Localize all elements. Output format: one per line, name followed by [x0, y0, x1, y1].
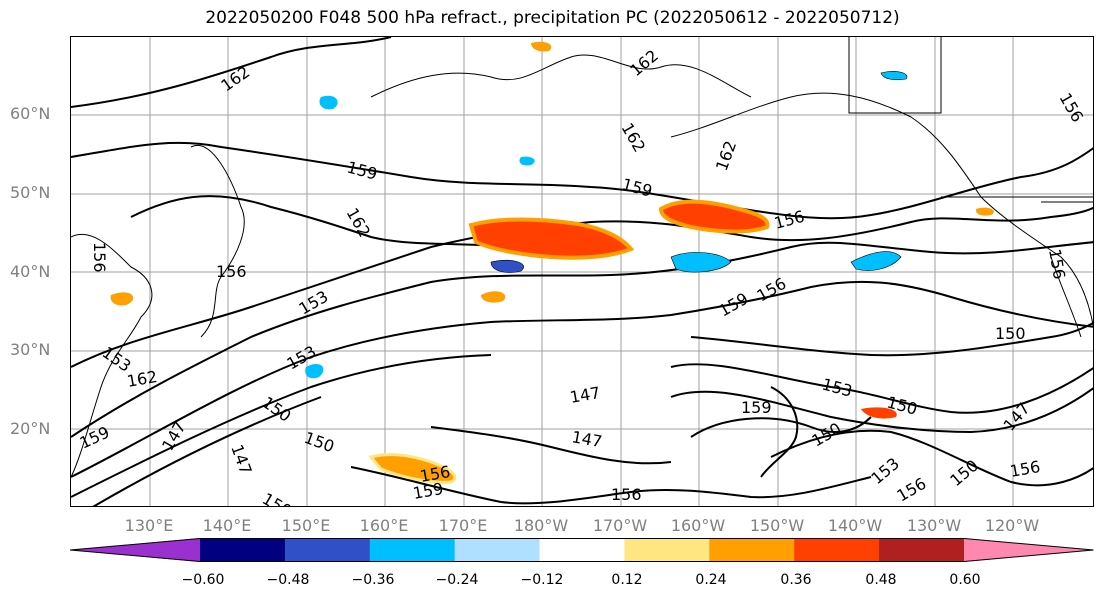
lat-label-20n: 20°N [10, 419, 51, 438]
contour-label: 162 [217, 62, 253, 95]
colorbar-tick-label: −0.48 [266, 572, 310, 588]
contour-label: 156 [90, 242, 109, 273]
colorbar-tick-label: 0.48 [865, 572, 897, 588]
colorbar-segment [539, 538, 625, 562]
colorbar-tick-label: −0.12 [520, 572, 564, 588]
colorbar-outline [70, 538, 1094, 562]
lon-label: 170°E [438, 516, 488, 535]
contour-label: 156 [1056, 90, 1088, 126]
colorbar-extend-low [70, 538, 200, 562]
colorbar-tick-label: −0.36 [351, 572, 395, 588]
lon-label: 180°W [513, 516, 569, 535]
coastlines [71, 37, 1093, 478]
colorbar-tick-label: 0.12 [611, 572, 643, 588]
lat-label-40n: 40°N [10, 262, 51, 281]
lon-label: 140°W [827, 516, 883, 535]
contour-label: 150 [995, 324, 1026, 343]
contour-label: 159 [345, 158, 379, 184]
map-svg [71, 37, 1093, 506]
contour-label: 159 [411, 479, 444, 503]
lon-label: 130°W [906, 516, 962, 535]
contour-label: 159 [77, 422, 113, 452]
contour-label: 156 [216, 262, 247, 281]
contour-label: 153 [867, 454, 903, 488]
contour-label: 162 [125, 367, 158, 391]
contour-label: 159 [741, 398, 772, 417]
contour-label: 156 [1008, 457, 1041, 481]
colorbar-tick-label: 0.36 [780, 572, 812, 588]
colorbar-segment [369, 538, 456, 562]
contour-label: 159 [620, 175, 654, 201]
contour-label: 147 [1000, 399, 1034, 435]
contour-label: 150 [809, 419, 845, 451]
contour-label: 147 [158, 418, 190, 454]
colorbar-tick-label: −0.60 [181, 572, 225, 588]
lon-label: 140°E [202, 516, 252, 535]
contour-label: 150 [259, 489, 295, 507]
colorbar [70, 538, 1094, 562]
lat-label-30n: 30°N [10, 340, 51, 359]
contour-label: 150 [302, 428, 337, 456]
colorbar-tick-label: 0.24 [695, 572, 727, 588]
colorbar-segment [454, 538, 541, 562]
contour-label: 162 [712, 138, 740, 173]
contour-label: 156 [754, 274, 790, 306]
contour-label: 162 [343, 205, 375, 241]
contour-label: 150 [259, 393, 295, 426]
contour-label: 162 [618, 120, 650, 156]
refractivity-contours [71, 37, 1093, 506]
precipitation-patches [110, 41, 994, 484]
colorbar-tick-label: −0.24 [435, 572, 479, 588]
contour-label: 156 [611, 485, 642, 504]
contour-label: 156 [772, 207, 806, 233]
lon-label: 150°E [281, 516, 331, 535]
contour-label: 162 [626, 46, 662, 80]
contour-label: 156 [1045, 247, 1069, 280]
contour-label: 147 [568, 383, 601, 407]
map-plot-area: 162 162 162 162 159 162 159 156 156 156 … [70, 36, 1094, 507]
contour-label: 147 [570, 427, 603, 451]
lon-label: 170°W [592, 516, 648, 535]
contour-label: 147 [227, 442, 255, 477]
colorbar-segment [624, 538, 710, 562]
lat-label-60n: 60°N [10, 104, 51, 123]
lon-label: 150°W [749, 516, 805, 535]
contour-label: 150 [946, 456, 982, 490]
colorbar-segment [284, 538, 371, 562]
colorbar-extend-high [964, 538, 1094, 562]
colorbar-segment [879, 538, 965, 562]
colorbar-segments [70, 538, 1094, 562]
map-title: 2022050200 F048 500 hPa refract., precip… [205, 8, 900, 28]
contour-label: 153 [296, 287, 332, 319]
contour-label: 153 [284, 342, 320, 374]
colorbar-tick-label: 0.60 [949, 572, 981, 588]
lon-label: 160°W [670, 516, 726, 535]
colorbar-segment [200, 538, 286, 562]
contour-label: 150 [885, 393, 919, 419]
lon-label: 130°E [124, 516, 174, 535]
colorbar-segment [709, 538, 795, 562]
colorbar-segment [794, 538, 880, 562]
contour-label: 159 [716, 289, 752, 321]
contour-label: 153 [820, 375, 854, 401]
contour-label: 156 [894, 474, 930, 506]
lon-label: 120°W [984, 516, 1040, 535]
lon-label: 160°E [359, 516, 409, 535]
lat-label-50n: 50°N [10, 183, 51, 202]
contour-label-layer: 162 162 162 162 159 162 159 156 156 156 … [77, 46, 1088, 507]
graticule [71, 37, 1093, 506]
